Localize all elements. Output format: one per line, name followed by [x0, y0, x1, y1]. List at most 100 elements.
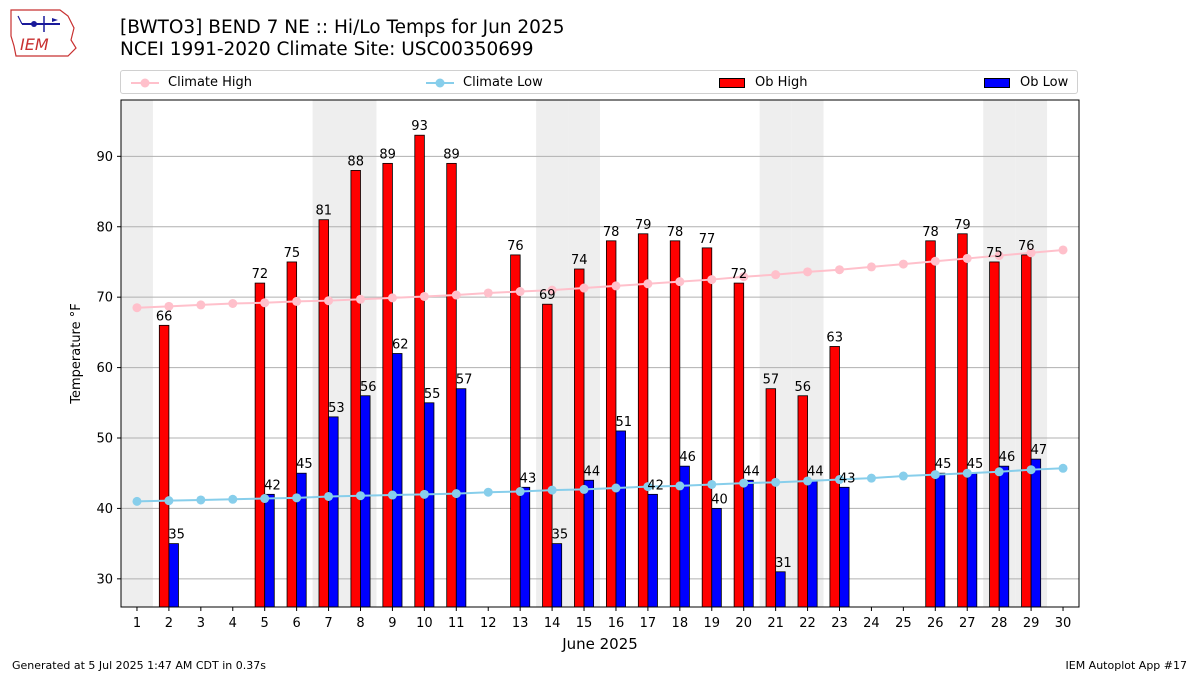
ob-high-bar-day-2 — [158, 324, 170, 608]
ob-low-bar-day-14 — [551, 543, 563, 608]
climate-high-point-day-28 — [994, 251, 1004, 261]
x-tick-label-13: 13 — [512, 616, 529, 631]
x-tick-label-9: 9 — [388, 616, 396, 631]
ob-low-bar-day-21 — [775, 571, 786, 608]
legend-climate-low-label: Climate Low — [463, 75, 543, 90]
climate-high-point-day-9 — [387, 293, 397, 303]
ob-low-label-day-29: 47 — [1031, 443, 1048, 458]
ob-high-label-day-7: 81 — [316, 204, 333, 219]
climate-low-point-day-7 — [324, 491, 334, 501]
climate-high-point-day-24 — [866, 262, 876, 272]
climate-low-point-day-17 — [643, 482, 653, 492]
x-tick-label-20: 20 — [735, 616, 752, 631]
ob-low-bar-day-16 — [615, 430, 626, 608]
ob-high-label-day-19: 77 — [699, 232, 716, 247]
ob-high-bar-day-27 — [957, 233, 968, 608]
ob-low-bar-day-15 — [583, 479, 595, 608]
ob-high-bar-day-6 — [286, 261, 298, 608]
ob-low-bar-day-26 — [934, 472, 946, 608]
ob-high-label-day-26: 78 — [922, 225, 939, 240]
climate-low-swatch — [426, 78, 454, 88]
climate-high-point-day-6 — [292, 296, 302, 306]
ob-low-bar-day-5 — [264, 493, 275, 608]
climate-low-point-day-19 — [707, 479, 717, 489]
climate-high-point-day-27 — [962, 253, 972, 263]
ob-low-label-day-16: 51 — [615, 415, 632, 430]
climate-low-point-day-22 — [803, 476, 813, 486]
climate-low-point-day-16 — [611, 483, 621, 493]
x-tick-label-6: 6 — [292, 616, 300, 631]
x-tick-label-16: 16 — [608, 616, 625, 631]
x-tick-label-10: 10 — [416, 616, 433, 631]
ob-high-bar-day-28 — [989, 261, 1000, 608]
ob-low-bar-day-22 — [807, 479, 818, 608]
y-tick-label-50: 50 — [96, 432, 113, 447]
ob-high-label-day-5: 72 — [252, 267, 269, 282]
ob-high-label-day-9: 89 — [379, 147, 396, 162]
x-tick-label-11: 11 — [448, 616, 465, 631]
ob-low-label-day-13: 43 — [520, 471, 537, 486]
climate-low-point-day-30 — [1058, 463, 1068, 473]
x-tick-label-30: 30 — [1055, 616, 1072, 631]
climate-high-point-day-7 — [324, 296, 334, 306]
ob-high-label-day-14: 69 — [539, 288, 556, 303]
ob-low-bar-day-10 — [423, 402, 435, 608]
ob-high-bar-day-26 — [925, 240, 936, 608]
x-tick-label-23: 23 — [831, 616, 848, 631]
y-tick-label-90: 90 — [96, 150, 113, 165]
legend-climate-high-label: Climate High — [168, 75, 253, 90]
climate-high-point-day-15 — [579, 283, 589, 293]
x-tick-label-28: 28 — [991, 616, 1008, 631]
legend: Climate High Climate Low Ob High Ob Low — [120, 70, 1078, 94]
climate-low-point-day-5 — [260, 494, 270, 504]
ob-high-label-day-11: 89 — [443, 147, 460, 162]
climate-low-point-day-13 — [515, 487, 525, 497]
x-tick-label-24: 24 — [863, 616, 880, 631]
climate-high-point-day-12 — [483, 288, 493, 298]
climate-high-point-day-10 — [419, 291, 429, 301]
legend-ob-high: Ob High — [719, 74, 808, 92]
x-tick-label-26: 26 — [927, 616, 944, 631]
ob-low-label-day-8: 56 — [360, 380, 377, 395]
title-line-1: [BWTO3] BEND 7 NE :: Hi/Lo Temps for Jun… — [120, 17, 565, 38]
ob-low-swatch — [984, 78, 1010, 88]
ob-high-label-day-13: 76 — [507, 239, 524, 254]
ob-low-label-day-5: 42 — [264, 478, 281, 493]
ob-low-label-day-22: 44 — [807, 464, 824, 479]
ob-high-label-day-28: 75 — [986, 246, 1003, 261]
climate-low-point-day-12 — [483, 487, 493, 497]
ob-high-label-day-17: 79 — [635, 218, 652, 233]
iem-logo: IEM — [10, 9, 77, 57]
y-axis-label: Temperature °F — [69, 303, 84, 404]
ob-low-bar-day-13 — [519, 486, 531, 608]
x-tick-label-8: 8 — [356, 616, 364, 631]
ob-low-label-day-27: 45 — [967, 457, 984, 472]
x-tick-label-4: 4 — [229, 616, 237, 631]
ob-low-bar-day-28 — [998, 465, 1010, 608]
generated-timestamp: Generated at 5 Jul 2025 1:47 AM CDT in 0… — [12, 659, 266, 672]
climate-low-point-day-27 — [962, 468, 972, 478]
climate-low-point-day-1 — [132, 496, 142, 506]
climate-low-point-day-23 — [835, 475, 844, 485]
climate-high-point-day-2 — [164, 301, 174, 311]
ob-low-bar-day-8 — [360, 395, 371, 608]
climate-low-point-day-28 — [994, 467, 1004, 477]
climate-high-point-day-13 — [515, 287, 525, 297]
climate-low-point-day-2 — [164, 496, 174, 506]
x-tick-label-14: 14 — [544, 616, 561, 631]
legend-ob-low: Ob Low — [984, 74, 1068, 92]
climate-low-point-day-14 — [547, 485, 557, 495]
ob-high-bar-day-22 — [797, 395, 808, 608]
climate-high-point-day-25 — [898, 259, 908, 269]
ob-high-label-day-21: 57 — [763, 373, 780, 388]
ob-high-bar-day-20 — [733, 282, 745, 608]
ob-low-label-day-23: 43 — [839, 471, 856, 486]
ob-low-label-day-21: 31 — [775, 556, 792, 571]
ob-high-bar-day-17 — [637, 233, 649, 608]
ob-low-label-day-14: 35 — [552, 528, 569, 543]
climate-high-point-day-11 — [451, 290, 461, 300]
ob-high-label-day-27: 79 — [954, 218, 971, 233]
ob-high-bar-day-18 — [669, 240, 681, 608]
ob-low-bar-day-9 — [392, 353, 403, 608]
